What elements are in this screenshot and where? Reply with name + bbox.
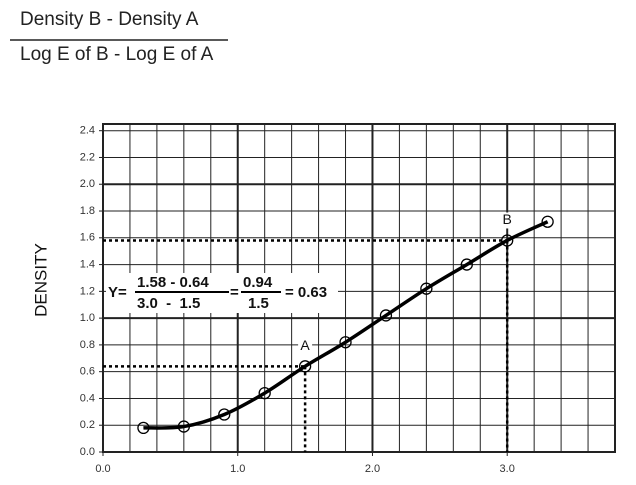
formula-denominator2: 1.5 [248,295,269,312]
formula-numerator: 1.58 - 0.64 [137,274,209,291]
plot: AB [103,211,554,452]
point [298,360,312,373]
y-tick-label: 0.2 [80,419,95,431]
curve [143,220,549,430]
y-tick-label: 2.4 [80,125,95,137]
point [137,421,150,435]
header-numerator: Density B - Density A [20,9,199,30]
x-tick-label: 1.0 [230,463,245,475]
formula-prefix: Y= [108,284,127,301]
y-tick-label: 0.8 [80,339,95,351]
annotation-label: B [503,211,512,227]
header-denominator: Log E of B - Log E of A [20,44,214,65]
y-tick-label: 1.2 [80,285,95,297]
formula: Y= 1.58 - 0.64 3.0 - 1.5 = 0.94 1.5 = 0.… [106,273,338,313]
y-tick-label: 0.6 [80,366,95,378]
formula-numerator2: 0.94 [243,274,273,291]
y-tick-label: 2.0 [80,178,95,190]
point [420,282,433,295]
point [541,215,554,228]
y-tick-label: 1.4 [80,258,95,270]
point [177,420,190,433]
point [258,386,271,400]
point [460,258,473,271]
y-tick-label: 2.2 [80,151,95,163]
point [379,309,393,322]
formula-denominator: 3.0 - 1.5 [137,295,200,312]
annotation-label: A [300,337,310,353]
plot-frame [102,123,616,453]
y-tick-label: 0.0 [80,446,95,458]
y-axis-label: DENSITY [31,243,50,317]
formula-result: = 0.63 [285,284,327,301]
x-tick-label: 3.0 [500,463,515,475]
point [501,234,514,247]
formula-equals: = [230,284,239,301]
x-tick-label: 2.0 [365,463,380,475]
point [339,336,352,349]
y-tick-label: 1.0 [80,312,95,324]
y-tick-label: 1.8 [80,205,95,217]
annotation-bg [500,212,515,229]
annotation-bg [298,338,313,355]
y-tick-label: 1.6 [80,232,95,244]
x-tick-label: 0.0 [95,463,110,475]
point [218,408,231,421]
y-tick-label: 0.4 [80,392,95,404]
